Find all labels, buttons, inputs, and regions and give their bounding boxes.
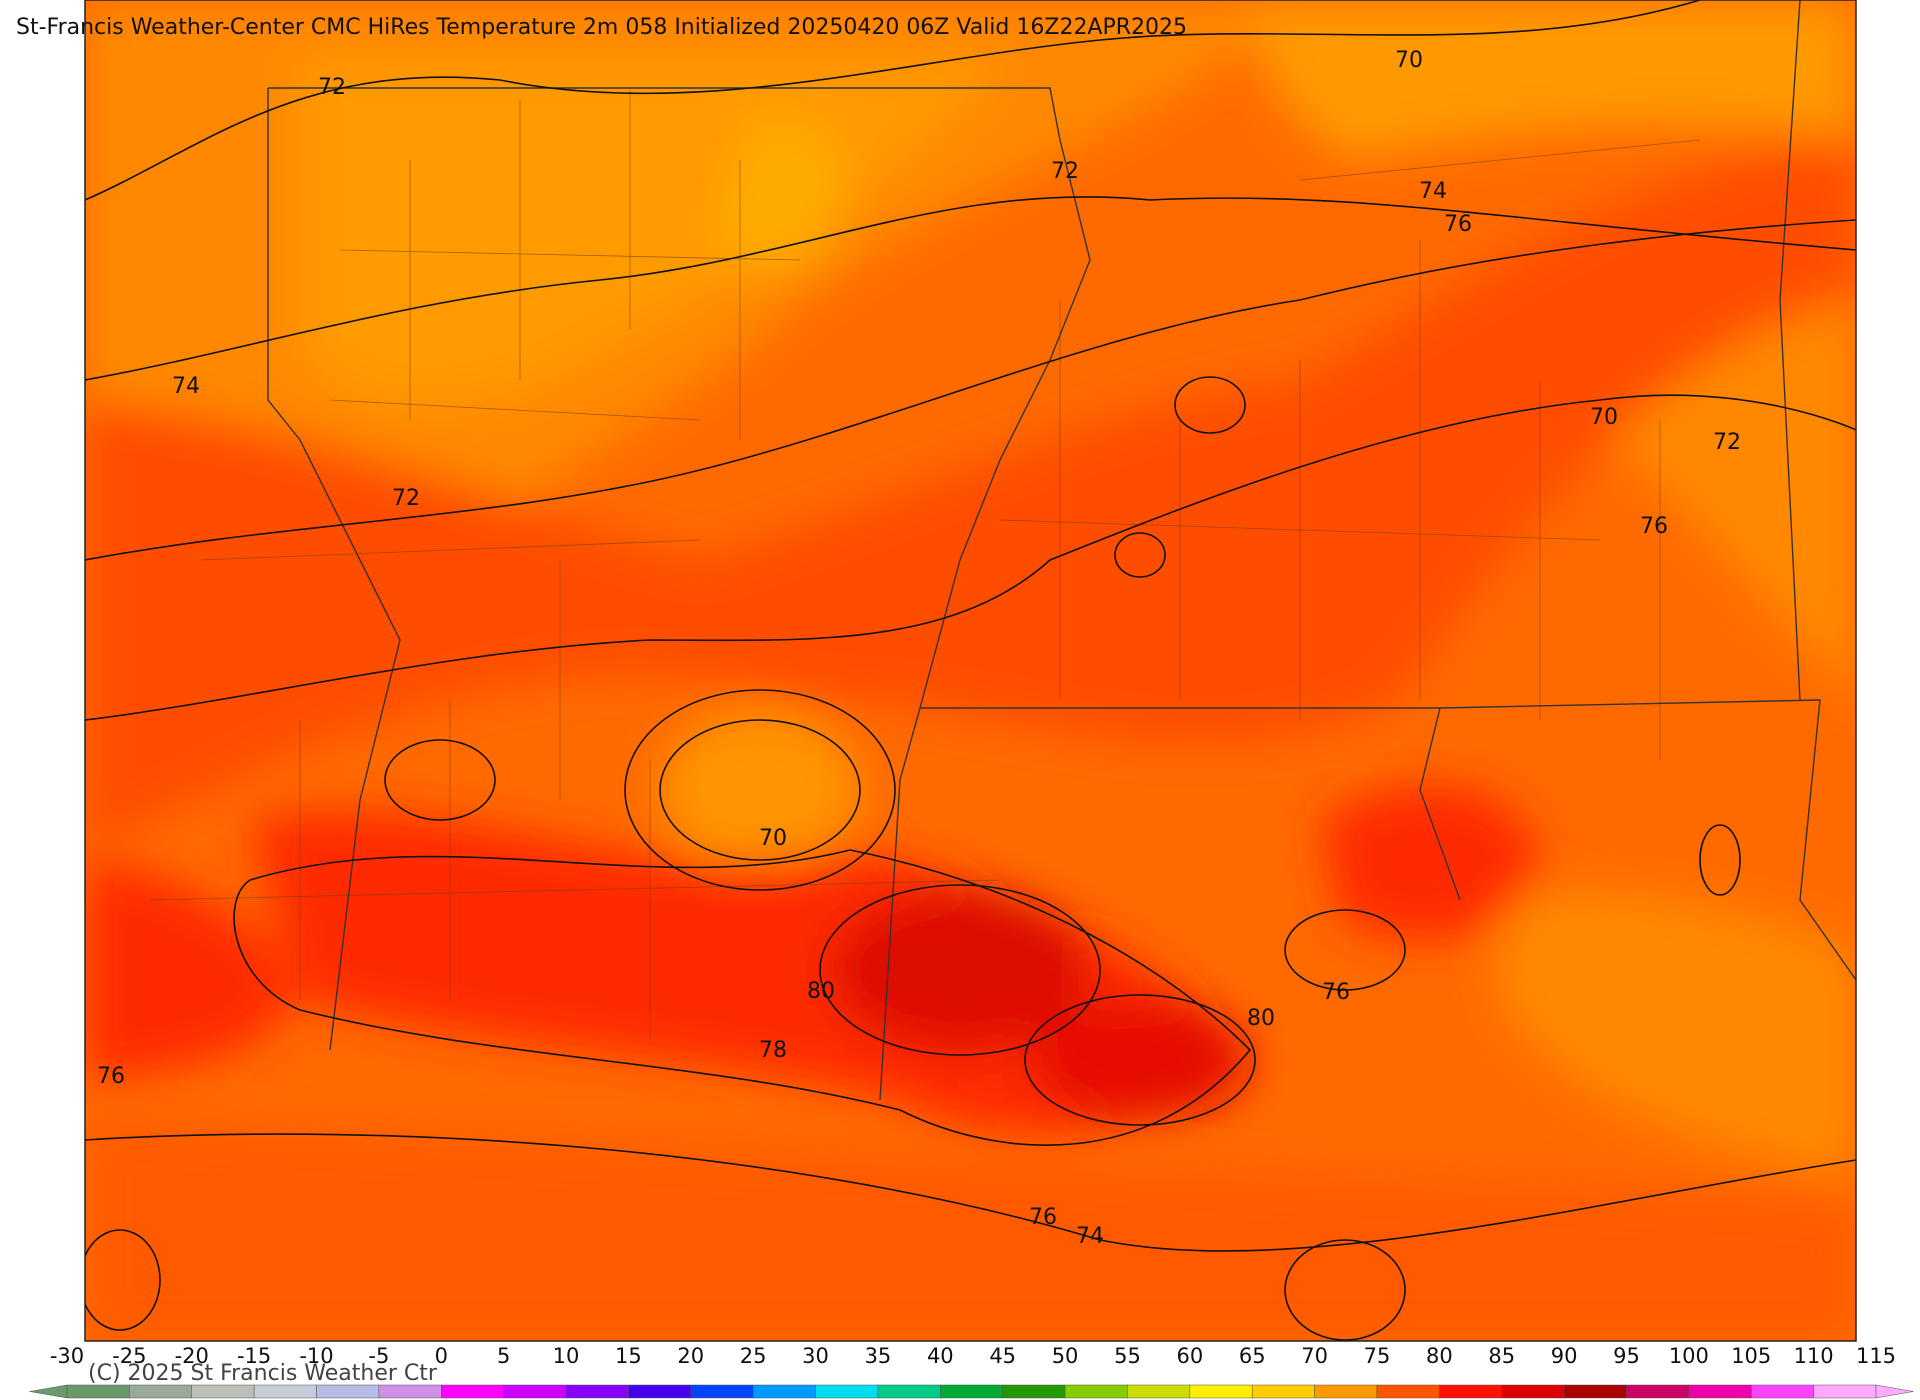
colorbar-segment: [1376, 1384, 1440, 1399]
contour-label: 76: [1322, 980, 1350, 1005]
colorbar-tick-label: -20: [175, 1344, 209, 1368]
isotherm-contours: [85, 0, 1856, 1341]
contour-label: 72: [1713, 430, 1741, 455]
colorbar-segment: [1189, 1384, 1253, 1399]
colorbar-segment: [441, 1384, 504, 1399]
colorbar-segment: [253, 1384, 317, 1399]
colorbar-tick-label: 50: [1052, 1344, 1079, 1368]
colorbar-segment: [1501, 1384, 1565, 1399]
colorbar-segment: [940, 1384, 1003, 1399]
colorbar-tick-label: 45: [989, 1344, 1016, 1368]
colorbar-segment: [503, 1384, 567, 1399]
colorbar-segment: [690, 1384, 754, 1399]
colorbar-segment: [1688, 1384, 1752, 1399]
colorbar-tick-label: 10: [553, 1344, 580, 1368]
colorbar-arrow-low: [29, 1384, 68, 1399]
colorbar-segment: [66, 1384, 130, 1399]
colorbar-tick-label: 85: [1488, 1344, 1515, 1368]
colorbar-segment: [316, 1384, 380, 1399]
contour-label: 74: [1076, 1224, 1104, 1249]
map-frame: [84, 0, 1857, 1342]
colorbar-segment: [1314, 1384, 1378, 1399]
colorbar-segment: [1750, 1384, 1814, 1399]
colorbar-segment: [565, 1384, 629, 1399]
colorbar-segment: [1064, 1384, 1128, 1399]
colorbar-tick-label: 65: [1239, 1344, 1266, 1368]
colorbar-segment: [1439, 1384, 1502, 1399]
contour-label: 74: [1419, 179, 1447, 204]
colorbar-segment: [1251, 1384, 1315, 1399]
colorbar-segment: [129, 1384, 193, 1399]
colorbar-tick-label: 15: [615, 1344, 642, 1368]
contour-label: 78: [759, 1038, 787, 1063]
colorbar-segment: [1813, 1384, 1877, 1399]
colorbar-tick-label: 75: [1364, 1344, 1391, 1368]
county-lines: [149, 90, 1701, 1040]
colorbar-tick-label: 100: [1669, 1344, 1709, 1368]
colorbar-segment: [815, 1384, 879, 1399]
contour-label: 72: [392, 486, 420, 511]
colorbar-tick-label: 70: [1301, 1344, 1328, 1368]
contour-label: 70: [1395, 48, 1423, 73]
colorbar-tick-label: 20: [677, 1344, 704, 1368]
map-title: St-Francis Weather-Center CMC HiRes Temp…: [16, 15, 1187, 40]
contour-label: 80: [807, 979, 835, 1004]
colorbar-tick-label: 115: [1856, 1344, 1896, 1368]
colorbar-tick-label: 35: [865, 1344, 892, 1368]
state-borders: [267, 0, 1856, 1101]
colorbar-arrow-high: [1875, 1384, 1914, 1399]
colorbar-tick-label: 110: [1794, 1344, 1834, 1368]
colorbar-segment: [1127, 1384, 1191, 1399]
colorbar-tick-label: 95: [1613, 1344, 1640, 1368]
contour-label: 72: [318, 75, 346, 100]
colorbar-tick-label: -5: [368, 1344, 389, 1368]
colorbar-segment: [628, 1384, 692, 1399]
contour-label: 70: [759, 826, 787, 851]
colorbar-segment: [1563, 1384, 1627, 1399]
map-area: [85, 0, 1856, 1341]
contour-label: 74: [172, 374, 200, 399]
contour-label: 76: [1029, 1205, 1057, 1230]
colorbar-tick-label: 80: [1426, 1344, 1453, 1368]
colorbar-tick-label: -25: [112, 1344, 146, 1368]
colorbar: -30 -25 -20 -15 -10 -5 0 5 10 15 20 25 30 35 40 45 50 55 6…: [29, 1344, 1914, 1399]
colorbar-tick-label: 90: [1551, 1344, 1578, 1368]
colorbar-tick-label: 55: [1114, 1344, 1141, 1368]
temperature-fill: [85, 0, 1856, 1341]
colorbar-tick-label: 40: [927, 1344, 954, 1368]
colorbar-segment: [191, 1384, 255, 1399]
contour-labels: 72 70 72 74 76 74 70 72 72 76 70 80 76 8…: [97, 48, 1741, 1249]
colorbar-tick-label: -15: [237, 1344, 271, 1368]
colorbar-tick-label: 5: [497, 1344, 510, 1368]
copyright: (C) 2025 St Francis Weather Ctr: [88, 1361, 438, 1386]
colorbar-tick-label: 25: [740, 1344, 767, 1368]
colorbar-segment: [1002, 1384, 1066, 1399]
contour-label: 72: [1051, 159, 1079, 184]
colorbar-segment: [378, 1384, 442, 1399]
colorbar-tick-label: 30: [802, 1344, 829, 1368]
colorbar-tick-label: -10: [299, 1344, 333, 1368]
colorbar-tick-label: 105: [1731, 1344, 1771, 1368]
colorbar-segment: [1626, 1384, 1690, 1399]
contour-label: 76: [1444, 212, 1472, 237]
colorbar-segment: [877, 1384, 941, 1399]
colorbar-tick-label: 0: [435, 1344, 448, 1368]
colorbar-tick-label: 60: [1176, 1344, 1203, 1368]
contour-label: 76: [1640, 514, 1668, 539]
colorbar-segment: [752, 1384, 816, 1399]
contour-label: 70: [1590, 405, 1618, 430]
contour-label: 76: [97, 1064, 125, 1089]
colorbar-tick-label: -30: [50, 1344, 84, 1368]
contour-label: 80: [1247, 1006, 1275, 1031]
